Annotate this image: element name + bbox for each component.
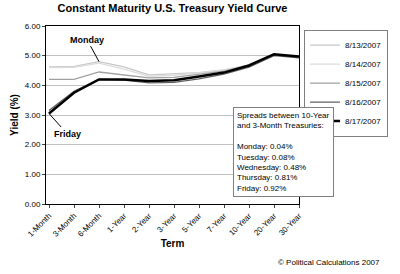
svg-text:6-Month: 6-Month [76, 211, 103, 238]
svg-text:30-Year: 30-Year [277, 211, 303, 237]
svg-text:7-Year: 7-Year [205, 211, 228, 234]
svg-text:3-Year: 3-Year [155, 211, 178, 234]
svg-text:4.00: 4.00 [25, 81, 41, 90]
svg-text:8/13/2007: 8/13/2007 [345, 41, 381, 50]
svg-text:Yield (%): Yield (%) [9, 94, 20, 136]
svg-text:Term: Term [161, 238, 185, 249]
svg-text:8/17/2007: 8/17/2007 [345, 117, 381, 126]
svg-text:© Political Calculations 2007: © Political Calculations 2007 [278, 258, 380, 267]
svg-text:8/15/2007: 8/15/2007 [345, 79, 381, 88]
svg-text:Friday: Friday [54, 129, 81, 139]
svg-text:1-Year: 1-Year [105, 211, 128, 234]
svg-text:6.00: 6.00 [25, 22, 41, 31]
svg-text:Constant Maturity U.S. Treasur: Constant Maturity U.S. Treasury Yield Cu… [58, 2, 288, 14]
svg-text:5.00: 5.00 [25, 51, 41, 60]
svg-text:5-Year: 5-Year [180, 211, 203, 234]
svg-text:10-Year: 10-Year [227, 211, 253, 237]
svg-text:Monday: Monday [70, 35, 104, 45]
svg-text:3-Month: 3-Month [51, 211, 78, 238]
svg-text:0.00: 0.00 [25, 200, 41, 209]
svg-text:8/14/2007: 8/14/2007 [345, 60, 381, 69]
svg-text:1.00: 1.00 [25, 170, 41, 179]
svg-text:2.00: 2.00 [25, 140, 41, 149]
svg-text:20-Year: 20-Year [252, 211, 278, 237]
svg-text:3.00: 3.00 [25, 111, 41, 120]
svg-text:1-Month: 1-Month [26, 211, 53, 238]
svg-text:2-Year: 2-Year [130, 211, 153, 234]
svg-text:8/16/2007: 8/16/2007 [345, 98, 381, 107]
svg-text:Spreads between 10-Yearand 3-M: Spreads between 10-Yearand 3-Month Treas… [237, 111, 330, 193]
